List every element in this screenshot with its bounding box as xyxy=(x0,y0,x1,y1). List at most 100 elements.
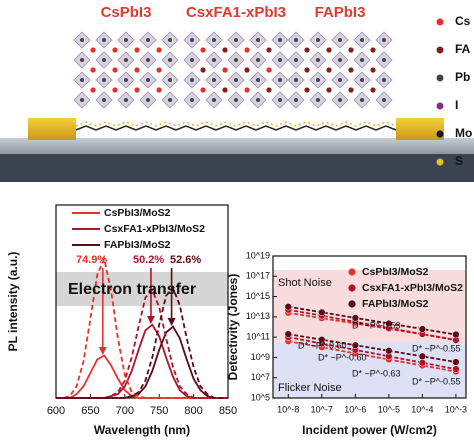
lead-atom xyxy=(212,58,216,62)
legend-label: CsxFA1-xPbI3/MoS2 xyxy=(362,282,463,294)
data-point xyxy=(318,308,326,316)
annotation: D* ~P^-0.53 xyxy=(352,320,401,330)
lead-atom xyxy=(212,98,216,102)
a-site-atom xyxy=(156,47,162,53)
lead-atom xyxy=(360,58,364,62)
y-tick-label: 10^13 xyxy=(246,311,270,321)
plot-frame xyxy=(272,255,467,399)
legend-label: S xyxy=(455,154,463,168)
mos2-layer xyxy=(75,125,397,131)
electron-transfer-band xyxy=(56,272,228,306)
a-site-atom xyxy=(370,47,376,53)
x-tick-label: 850 xyxy=(219,405,237,417)
a-site-atom xyxy=(222,67,228,73)
lead-atom xyxy=(190,98,194,102)
pl-curve xyxy=(56,286,228,399)
lead-atom xyxy=(190,58,194,62)
data-point xyxy=(452,365,460,373)
a-site-atom xyxy=(304,87,310,93)
data-point xyxy=(385,319,393,328)
quench-label: 52.6% xyxy=(170,254,201,266)
a-site-atom xyxy=(200,67,206,73)
lead-atom xyxy=(316,78,320,82)
lead-atom xyxy=(234,78,238,82)
crystal-label: CsxFA1-xPbI3 xyxy=(186,4,286,21)
lead-atom xyxy=(190,78,194,82)
lead-atom xyxy=(338,38,342,42)
a-site-atom xyxy=(244,67,250,73)
a-site-atom xyxy=(90,67,96,73)
data-point xyxy=(351,314,359,322)
legend-atom xyxy=(436,102,444,110)
data-point xyxy=(318,336,326,344)
lead-atom xyxy=(294,78,298,82)
lead-atom xyxy=(338,58,342,62)
crystal-label: CsPbI3 xyxy=(101,4,152,21)
lead-atom xyxy=(278,98,282,102)
lead-atom xyxy=(146,78,150,82)
lead-atom xyxy=(80,98,84,102)
lead-atom xyxy=(168,38,172,42)
lead-atom xyxy=(256,98,260,102)
lead-atom xyxy=(80,38,84,42)
x-tick-label: 650 xyxy=(81,405,99,417)
y-tick-label: 10^5 xyxy=(251,392,270,402)
lead-atom xyxy=(124,78,128,82)
fit-line xyxy=(288,336,457,370)
x-tick-label: 10^-7 xyxy=(311,404,333,414)
a-site-atom xyxy=(90,47,96,53)
lead-atom xyxy=(338,78,342,82)
fit-line xyxy=(288,333,457,363)
lead-atom xyxy=(102,38,106,42)
a-site-atom xyxy=(266,87,272,93)
data-point xyxy=(284,330,292,338)
pl-curve xyxy=(56,288,228,399)
arrow-head xyxy=(146,316,155,324)
lead-atom xyxy=(294,38,298,42)
legend-atom xyxy=(436,130,444,138)
data-point xyxy=(385,347,393,355)
annotation: Flicker Noise xyxy=(278,382,342,394)
lead-atom xyxy=(234,58,238,62)
a-site-atom xyxy=(156,67,162,73)
data-point xyxy=(418,325,427,333)
lead-atom xyxy=(168,98,172,102)
x-tick-label: 600 xyxy=(47,405,65,417)
x-tick-label: 750 xyxy=(150,405,168,417)
lead-atom xyxy=(294,98,298,102)
a-site-atom xyxy=(266,47,272,53)
lead-atom xyxy=(382,38,386,42)
data-point xyxy=(418,352,427,360)
data-point xyxy=(351,341,359,349)
a-site-atom xyxy=(156,87,162,93)
x-axis-label: Incident power (W/cm2) xyxy=(302,423,437,437)
lead-atom xyxy=(278,38,282,42)
fit-line xyxy=(288,305,457,336)
substrate-oxide xyxy=(0,138,474,154)
y-tick-label: 10^15 xyxy=(246,291,270,301)
lead-atom xyxy=(190,38,194,42)
a-site-atom xyxy=(112,87,118,93)
lead-atom xyxy=(316,98,320,102)
fit-line xyxy=(288,308,457,342)
x-tick-label: 10^-6 xyxy=(344,404,366,414)
a-site-atom xyxy=(222,87,228,93)
a-site-atom xyxy=(244,47,250,53)
lead-atom xyxy=(256,58,260,62)
lead-atom xyxy=(382,78,386,82)
lead-atom xyxy=(360,78,364,82)
annotation: D* ~P^-0.55 xyxy=(412,376,461,386)
lead-atom xyxy=(146,38,150,42)
x-tick-label: 10^-5 xyxy=(378,404,400,414)
legend-label: FAPbI3/MoS2 xyxy=(104,239,171,251)
lead-atom xyxy=(360,98,364,102)
legend-label: Cs xyxy=(455,14,471,28)
x-tick-label: 800 xyxy=(184,405,202,417)
lead-atom xyxy=(124,98,128,102)
crystal-label: FAPbI3 xyxy=(315,4,366,21)
a-site-atom xyxy=(348,87,354,93)
a-site-atom xyxy=(134,67,140,73)
legend-atom xyxy=(436,18,444,26)
y-tick-label: 10^11 xyxy=(246,332,270,342)
